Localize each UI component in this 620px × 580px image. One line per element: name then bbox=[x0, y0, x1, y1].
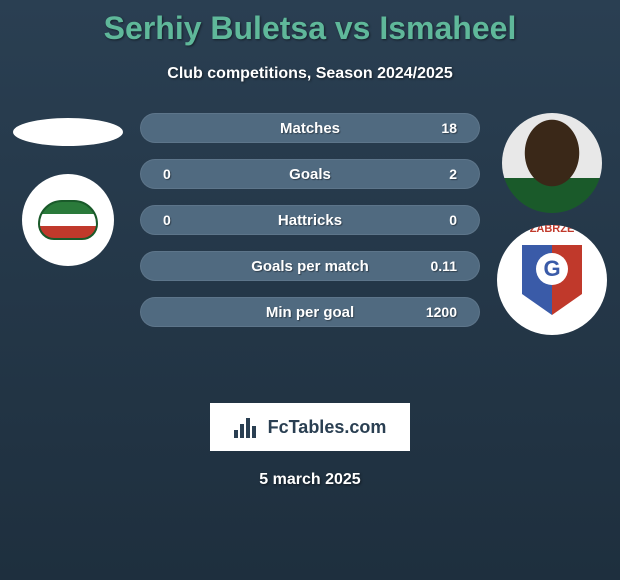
comparison-area: Matches 18 0 Goals 2 0 Hattricks 0 Goals… bbox=[0, 113, 620, 393]
stat-right-value: 2 bbox=[417, 166, 457, 182]
left-player-column bbox=[8, 113, 128, 266]
left-club-badge bbox=[22, 174, 114, 266]
subtitle: Club competitions, Season 2024/2025 bbox=[0, 65, 620, 83]
branding-text: FcTables.com bbox=[268, 417, 387, 438]
stat-label: Hattricks bbox=[278, 212, 342, 229]
left-player-avatar bbox=[13, 118, 123, 146]
stat-right-value: 1200 bbox=[417, 304, 457, 320]
date-text: 5 march 2025 bbox=[0, 471, 620, 489]
right-club-shield-icon bbox=[522, 245, 582, 315]
right-player-avatar bbox=[502, 113, 602, 213]
branding-box[interactable]: FcTables.com bbox=[210, 403, 410, 451]
stat-left-value: 0 bbox=[163, 166, 203, 182]
stat-row-hattricks: 0 Hattricks 0 bbox=[140, 205, 480, 235]
stat-right-value: 0 bbox=[417, 212, 457, 228]
right-player-column: ZABRZE bbox=[492, 113, 612, 335]
stat-label: Goals per match bbox=[251, 258, 369, 275]
stat-row-min-per-goal: Min per goal 1200 bbox=[140, 297, 480, 327]
stat-row-goals: 0 Goals 2 bbox=[140, 159, 480, 189]
stat-rows: Matches 18 0 Goals 2 0 Hattricks 0 Goals… bbox=[140, 113, 480, 343]
fctables-logo-icon bbox=[234, 416, 262, 438]
stat-label: Min per goal bbox=[266, 304, 354, 321]
right-club-badge: ZABRZE bbox=[497, 225, 607, 335]
stat-label: Matches bbox=[280, 120, 340, 137]
stat-left-value: 0 bbox=[163, 212, 203, 228]
avatar-face-icon bbox=[502, 113, 602, 213]
stat-right-value: 18 bbox=[417, 120, 457, 136]
stat-row-goals-per-match: Goals per match 0.11 bbox=[140, 251, 480, 281]
stat-label: Goals bbox=[289, 166, 331, 183]
page-title: Serhiy Buletsa vs Ismaheel bbox=[0, 0, 620, 47]
stat-right-value: 0.11 bbox=[417, 258, 457, 274]
right-club-name: ZABRZE bbox=[530, 225, 575, 235]
stat-row-matches: Matches 18 bbox=[140, 113, 480, 143]
left-club-shield-icon bbox=[38, 200, 98, 240]
